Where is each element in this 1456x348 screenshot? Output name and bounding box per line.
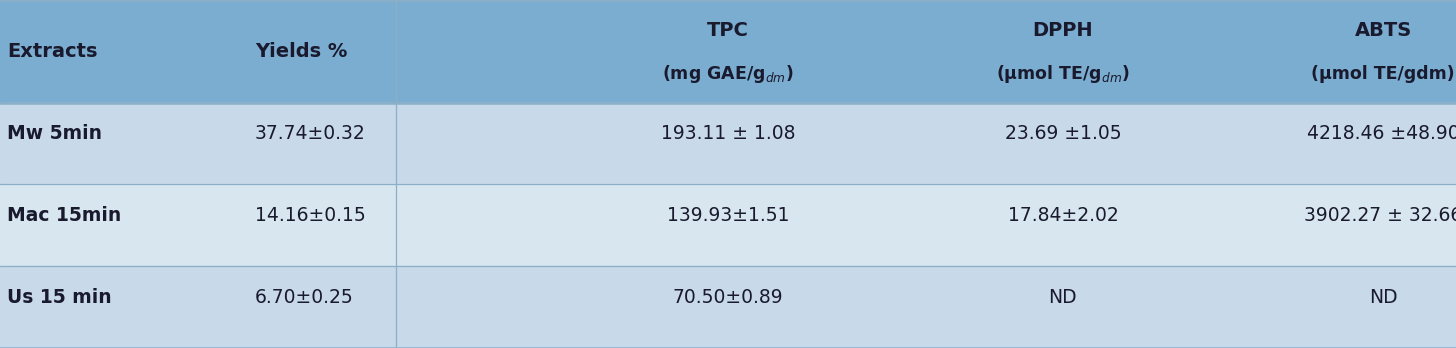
Text: 6.70±0.25: 6.70±0.25	[255, 288, 354, 307]
Text: ABTS: ABTS	[1354, 21, 1412, 40]
Text: (mg GAE/g$_{dm}$): (mg GAE/g$_{dm}$)	[662, 63, 794, 85]
Text: (μmol TE/gdm): (μmol TE/gdm)	[1312, 65, 1455, 83]
Text: 14.16±0.15: 14.16±0.15	[255, 206, 365, 225]
Bar	[0, 0, 1456, 103]
Text: DPPH: DPPH	[1032, 21, 1093, 40]
Bar	[0, 103, 1456, 184]
Text: ND: ND	[1048, 288, 1077, 307]
Text: 70.50±0.89: 70.50±0.89	[673, 288, 783, 307]
Bar	[0, 266, 1456, 348]
Text: 4218.46 ±48.90: 4218.46 ±48.90	[1307, 124, 1456, 143]
Text: 193.11 ± 1.08: 193.11 ± 1.08	[661, 124, 795, 143]
Text: Extracts: Extracts	[7, 42, 98, 61]
Text: TPC: TPC	[708, 21, 748, 40]
Text: (μmol TE/g$_{dm}$): (μmol TE/g$_{dm}$)	[996, 63, 1130, 85]
Text: 17.84±2.02: 17.84±2.02	[1008, 206, 1118, 225]
Text: Us 15 min: Us 15 min	[7, 288, 112, 307]
Text: 37.74±0.32: 37.74±0.32	[255, 124, 365, 143]
Text: Yields %: Yields %	[255, 42, 347, 61]
Text: 23.69 ±1.05: 23.69 ±1.05	[1005, 124, 1121, 143]
Bar	[0, 184, 1456, 266]
Text: 139.93±1.51: 139.93±1.51	[667, 206, 789, 225]
Text: Mw 5min: Mw 5min	[7, 124, 102, 143]
Text: ND: ND	[1369, 288, 1398, 307]
Text: Mac 15min: Mac 15min	[7, 206, 121, 225]
Text: 3902.27 ± 32.66: 3902.27 ± 32.66	[1305, 206, 1456, 225]
